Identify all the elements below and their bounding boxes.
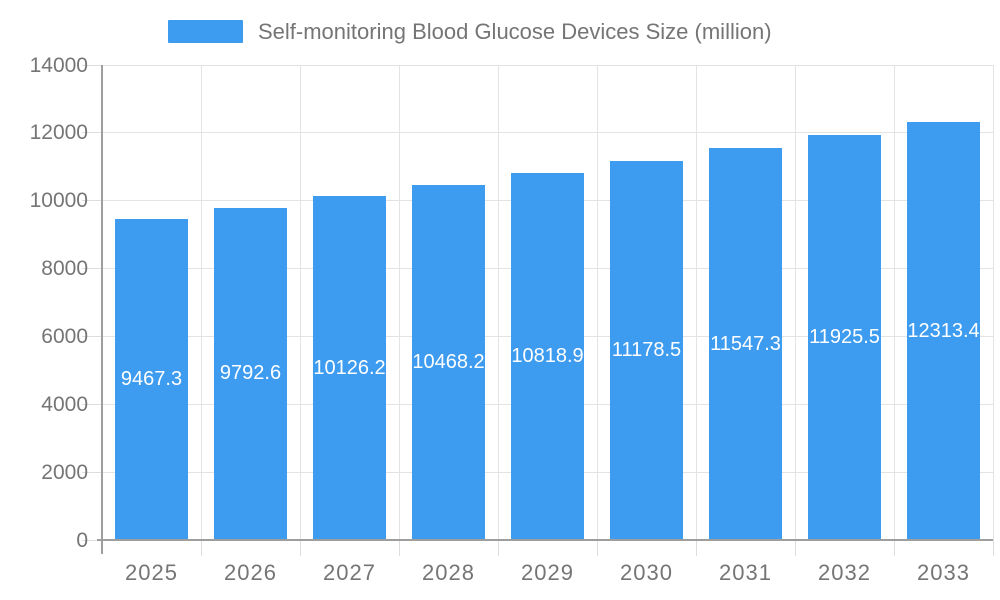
- x-axis-tick: [695, 540, 697, 556]
- x-axis-tick: [893, 540, 895, 556]
- bar[interactable]: [907, 122, 980, 540]
- x-axis-tick: [299, 540, 301, 556]
- x-axis-tick: [596, 540, 598, 556]
- x-gridline: [596, 65, 598, 540]
- y-gridline: [102, 132, 993, 134]
- y-axis-label: 2000: [41, 460, 88, 484]
- chart-legend[interactable]: Self-monitoring Blood Glucose Devices Si…: [168, 18, 772, 44]
- y-axis-label: 4000: [41, 392, 88, 416]
- x-axis-label: 2031: [719, 560, 772, 585]
- bar[interactable]: [115, 218, 188, 540]
- x-gridline: [200, 65, 202, 540]
- x-axis-label: 2028: [422, 560, 475, 585]
- x-gridline: [299, 65, 301, 540]
- y-axis-label: 14000: [29, 53, 88, 77]
- y-axis-label: 6000: [41, 324, 88, 348]
- x-axis-label: 2033: [917, 560, 970, 585]
- x-axis-label: 2029: [521, 560, 574, 585]
- x-axis-tick: [497, 540, 499, 556]
- bar[interactable]: [511, 172, 584, 540]
- bar[interactable]: [709, 148, 782, 540]
- x-axis-label: 2025: [125, 560, 178, 585]
- bar[interactable]: [808, 135, 881, 540]
- legend-label: Self-monitoring Blood Glucose Devices Si…: [258, 18, 772, 44]
- x-axis-label: 2026: [224, 560, 277, 585]
- y-axis-line: [100, 65, 103, 554]
- y-axis-label: 12000: [29, 121, 88, 145]
- y-axis-label: 10000: [29, 189, 88, 213]
- bar[interactable]: [214, 207, 287, 540]
- x-gridline: [992, 65, 994, 540]
- y-axis-label: 0: [76, 528, 88, 552]
- x-axis-tick: [398, 540, 400, 556]
- x-axis-tick: [794, 540, 796, 556]
- x-axis-label: 2032: [818, 560, 871, 585]
- bar[interactable]: [610, 160, 683, 540]
- x-axis-tick: [992, 540, 994, 556]
- x-axis-label: 2030: [620, 560, 673, 585]
- x-axis-tick: [200, 540, 202, 556]
- bar[interactable]: [313, 196, 386, 540]
- x-axis-label: 2027: [323, 560, 376, 585]
- y-axis-label: 8000: [41, 257, 88, 281]
- legend-swatch[interactable]: [168, 20, 243, 43]
- x-gridline: [497, 65, 499, 540]
- y-gridline: [102, 64, 993, 66]
- x-axis-line: [97, 539, 993, 541]
- x-gridline: [398, 65, 400, 540]
- x-gridline: [893, 65, 895, 540]
- x-gridline: [794, 65, 796, 540]
- bar[interactable]: [412, 184, 485, 540]
- x-gridline: [695, 65, 697, 540]
